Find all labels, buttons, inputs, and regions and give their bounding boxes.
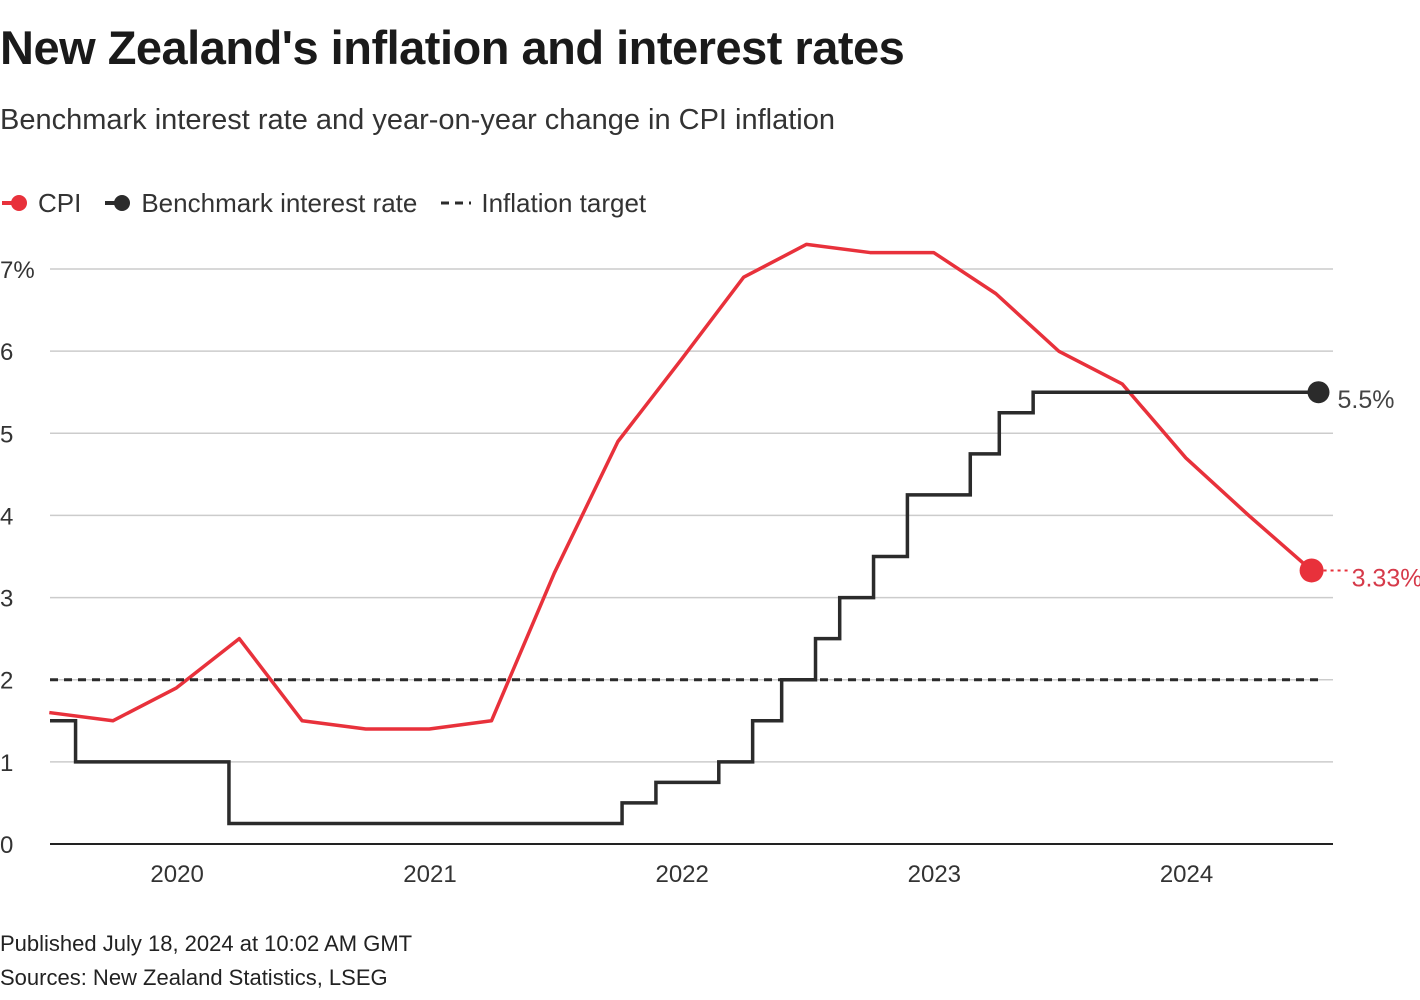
x-tick-label: 2024 [1160,861,1213,888]
y-tick-label: 3 [0,586,13,613]
legend-label-rate: Benchmark interest rate [141,187,418,218]
cpi-end-label: 3.33% [1352,564,1420,592]
y-tick-label: 1 [0,750,13,777]
x-tick-label: 2023 [908,861,961,888]
interest-rate-end-marker [1307,381,1330,404]
cpi-legend-swatch [2,195,27,211]
x-tick-label: 2021 [403,861,456,888]
target-legend-swatch [441,201,472,205]
rate-legend-swatch [105,195,131,211]
cpi-end-marker [1299,558,1324,583]
y-tick-label: 6 [0,339,13,366]
x-tick-label: 2022 [655,861,708,888]
chart-subtitle: Benchmark interest rate and year-on-year… [0,104,835,136]
legend-item-rate: Benchmark interest rate [103,188,417,219]
cpi-line [49,242,1313,731]
y-tick-label: 4 [0,503,13,530]
y-tick-label: 0 [0,832,13,859]
y-tick-label: 2 [0,668,13,695]
y-tick-label: 7% [0,257,35,284]
published-note: Published July 18, 2024 at 10:02 AM GMT [0,931,413,956]
legend-label-cpi: CPI [38,187,82,218]
legend-item-cpi: CPI [0,188,81,219]
interest-rate-line [50,390,1319,826]
x-tick-label: 2020 [150,861,203,888]
legend-item-target: Inflation target [439,188,646,219]
chart-area: 0 1 2 3 4 5 6 7% 2020 2021 2022 2023 2024 3.33% 5.5% [0,242,1420,888]
legend-label-target: Inflation target [481,187,647,218]
interest-rate-end-label: 5.5% [1337,386,1394,414]
sources-note: Sources: New Zealand Statistics, LSEG [0,965,388,990]
chart-title: New Zealand's inflation and interest rat… [0,21,905,74]
legend: CPI Benchmark interest rate Inflation ta… [0,186,668,220]
y-tick-label: 5 [0,421,13,448]
